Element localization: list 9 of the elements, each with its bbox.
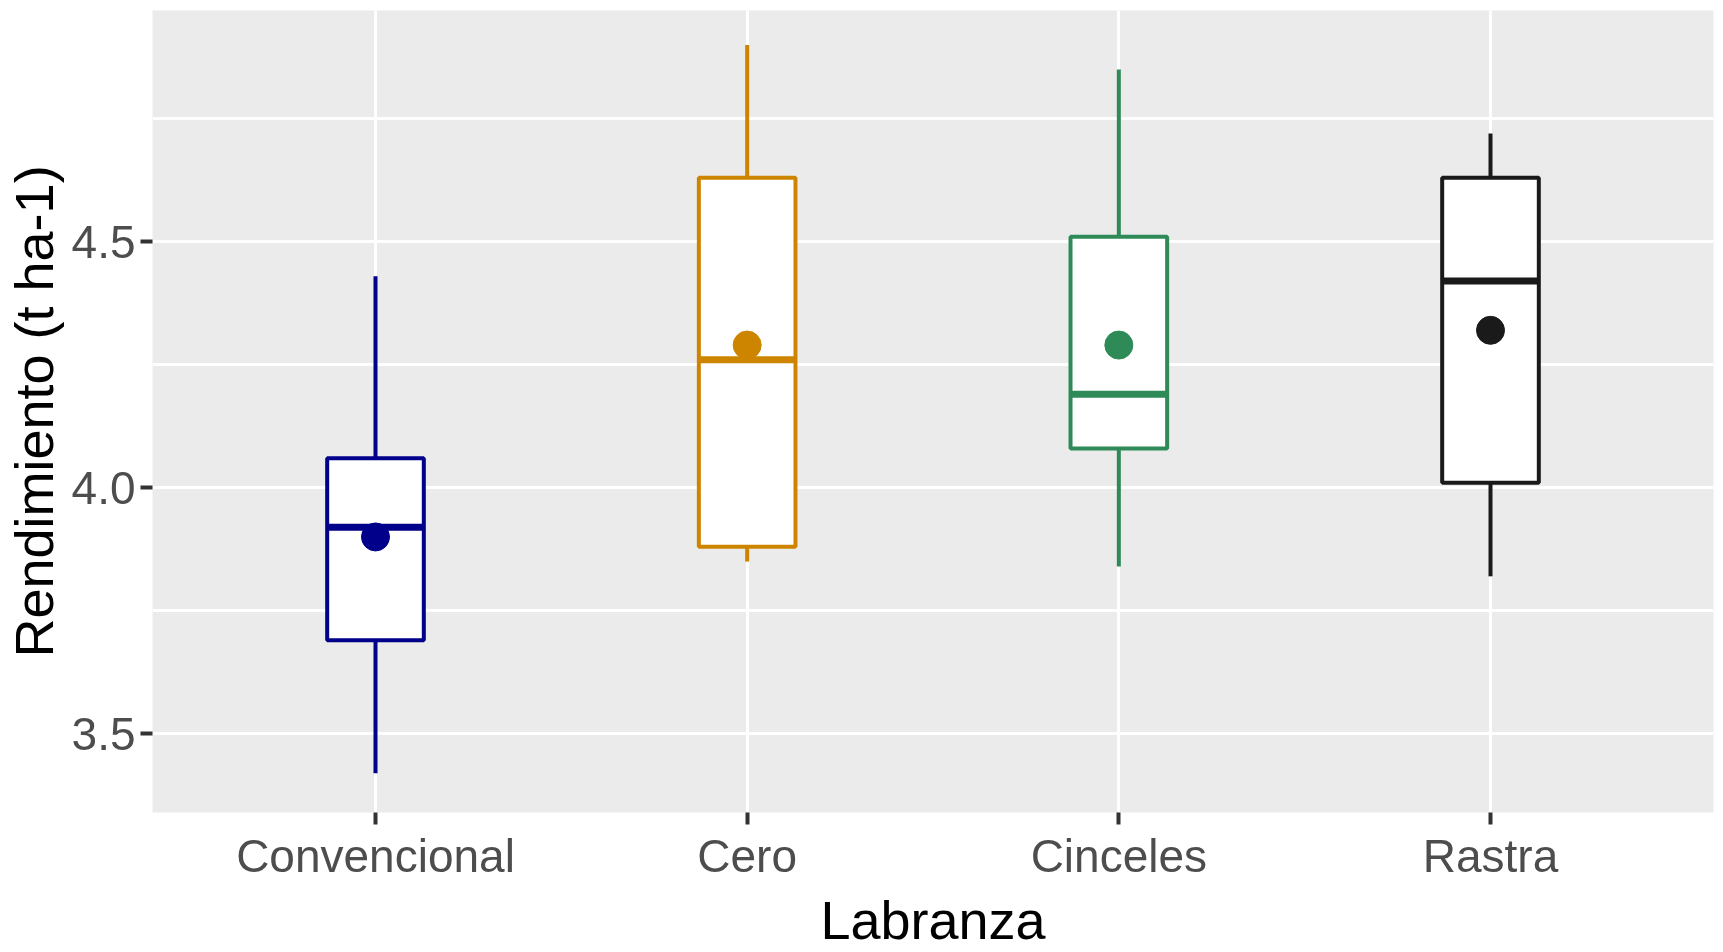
x-axis-title: Labranza <box>820 889 1047 950</box>
x-tick-label: Cero <box>697 829 798 882</box>
x-tick-label: Rastra <box>1422 829 1559 882</box>
y-tick-label: 4.0 <box>71 461 136 514</box>
x-tick-label: Convencional <box>236 829 515 882</box>
x-tick-label: Cinceles <box>1030 829 1208 882</box>
y-tick-label: 3.5 <box>71 707 136 760</box>
y-tick-label: 4.5 <box>71 215 136 268</box>
y-axis-title: Rendimiento (t ha-1) <box>3 165 64 658</box>
